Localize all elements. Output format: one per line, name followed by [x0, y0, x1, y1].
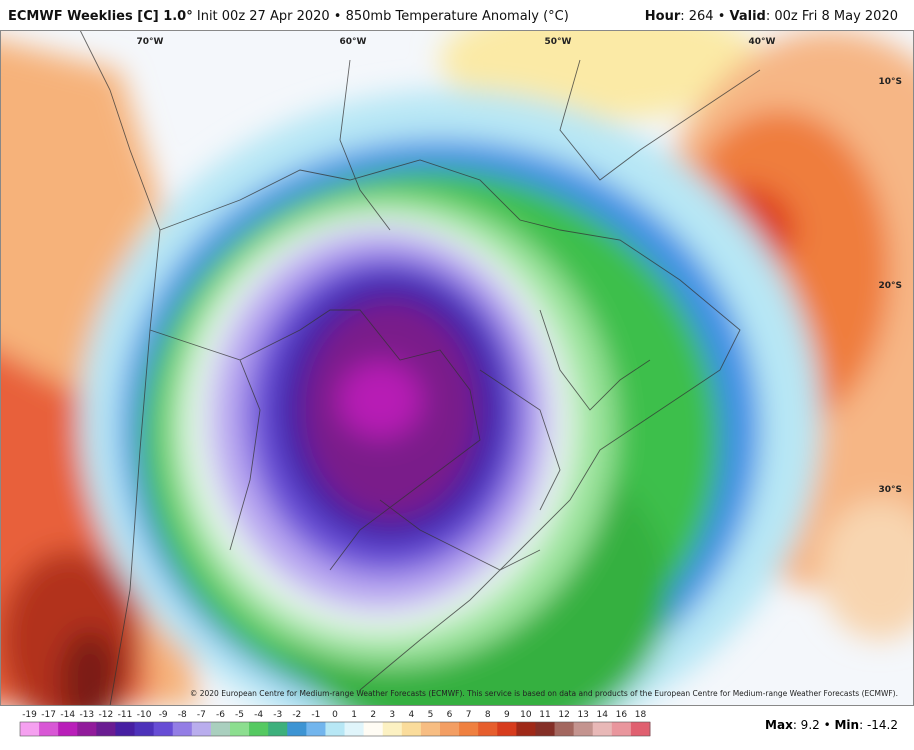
colorbar-label: 13: [577, 710, 588, 720]
subtitle: Init 00z 27 Apr 2020 • 850mb Temperature…: [196, 9, 569, 24]
colorbar-label: 0: [332, 710, 338, 720]
colorbar-swatch: [20, 722, 40, 736]
colorbar-swatch: [363, 722, 384, 736]
valid-label: Valid: [729, 9, 766, 24]
colorbar-swatch: [249, 722, 269, 736]
longitude-label: 60°W: [340, 37, 367, 47]
min-value: : -14.2: [859, 718, 898, 732]
colorbar-swatch: [153, 722, 174, 736]
colorbar-label: 5: [428, 710, 434, 720]
colorbar-swatch: [420, 722, 441, 736]
colorbar: -19 -17 -14 -13 -12 -11 -10 -9 -8 -7 -6 -5 -4 -3 -2 -1 0…: [19, 710, 651, 737]
colorbar-swatch: [440, 722, 460, 736]
colorbar-swatch: [459, 722, 479, 736]
colorbar-swatch: [611, 722, 632, 736]
colorbar-label: 7: [466, 710, 472, 720]
footer: Max: 9.2 • Min: -14.2: [765, 718, 898, 732]
borders: [79, 30, 761, 706]
colorbar-swatch: [39, 722, 59, 736]
colorbar-frame: [19, 721, 651, 737]
colorbar-label: -7: [197, 710, 206, 720]
header-left: ECMWF Weeklies [C] 1.0° Init 00z 27 Apr …: [8, 9, 569, 24]
colorbar-swatch: [554, 722, 575, 736]
header-right: Hour: 264 • Valid: 00z Fri 8 May 2020: [645, 9, 898, 24]
colorbar-swatch: [535, 722, 556, 736]
colorbar-swatch: [58, 722, 78, 736]
latitude-label: 20°S: [878, 281, 902, 291]
colorbar-swatch: [191, 722, 212, 736]
colorbar-label: -1: [311, 710, 320, 720]
colorbar-label: 8: [485, 710, 491, 720]
colorbar-label: 14: [597, 710, 609, 720]
colorbar-swatch: [115, 722, 136, 736]
colorbar-swatch: [230, 722, 250, 736]
colorbar-label: 16: [616, 710, 628, 720]
colorbar-swatch: [287, 722, 307, 736]
colorbar-swatch: [497, 722, 517, 736]
valid-value: : 00z Fri 8 May 2020: [765, 9, 898, 24]
colorbar-swatch: [172, 722, 193, 736]
colorbar-swatch: [382, 722, 403, 736]
colorbar-swatch: [344, 722, 365, 736]
colorbar-label: 18: [635, 710, 647, 720]
colorbar-swatch: [77, 722, 97, 736]
colorbar-swatch: [478, 722, 498, 736]
colorbar-label: 11: [539, 710, 550, 720]
colorbar-label: 12: [558, 710, 569, 720]
colorbar-label: -13: [79, 710, 94, 720]
colorbar-swatch: [210, 722, 231, 736]
colorbar-label: 2: [370, 710, 376, 720]
colorbar-label: 9: [504, 710, 510, 720]
longitude-label: 50°W: [545, 37, 572, 47]
colorbar-label: -17: [41, 710, 56, 720]
anomaly-field: [0, 30, 914, 706]
colorbar-swatch: [325, 722, 346, 736]
colorbar-label: 6: [447, 710, 453, 720]
colorbar-swatch: [401, 722, 422, 736]
latitude-label: 10°S: [878, 77, 902, 87]
colorbar-label: -6: [216, 710, 225, 720]
colorbar-label: 10: [520, 710, 532, 720]
latitude-label: 30°S: [878, 485, 902, 495]
colorbar-label: -10: [137, 710, 152, 720]
colorbar-label: -14: [60, 710, 75, 720]
colorbar-label: -9: [159, 710, 168, 720]
colorbar-swatch: [306, 722, 326, 736]
hour-value: : 264 •: [680, 9, 730, 24]
copyright: © 2020 European Centre for Medium-range …: [190, 689, 898, 698]
colorbar-swatch: [134, 722, 155, 736]
map: 70°W 60°W 50°W 40°W 10°S 20°S 30°S © 2020 Europ…: [0, 30, 914, 706]
colorbar-swatch: [268, 722, 288, 736]
longitude-label: 40°W: [749, 37, 776, 47]
colorbar-swatch: [516, 722, 536, 736]
colorbar-label: -3: [273, 710, 282, 720]
colorbar-label: -12: [99, 710, 114, 720]
title: ECMWF Weeklies [C] 1.0°: [8, 9, 193, 24]
max-value: : 9.2 •: [792, 718, 835, 732]
colorbar-label: 3: [389, 710, 395, 720]
hour-label: Hour: [644, 9, 681, 24]
colorbar-label: -8: [178, 710, 187, 720]
colorbar-label: 4: [408, 710, 414, 720]
colorbar-label: -11: [118, 710, 133, 720]
longitude-label: 70°W: [137, 37, 164, 47]
colorbar-label: -19: [22, 710, 37, 720]
colorbar-label: -4: [254, 710, 263, 720]
max-label: Max: [765, 718, 793, 732]
colorbar-swatch: [96, 722, 116, 736]
colorbar-swatch: [592, 722, 613, 736]
colorbar-label: -2: [292, 710, 301, 720]
colorbar-label: -5: [235, 710, 244, 720]
colorbar-swatch: [630, 722, 651, 736]
min-label: Min: [834, 718, 860, 732]
colorbar-swatch: [573, 722, 594, 736]
colorbar-label: 1: [351, 710, 357, 720]
